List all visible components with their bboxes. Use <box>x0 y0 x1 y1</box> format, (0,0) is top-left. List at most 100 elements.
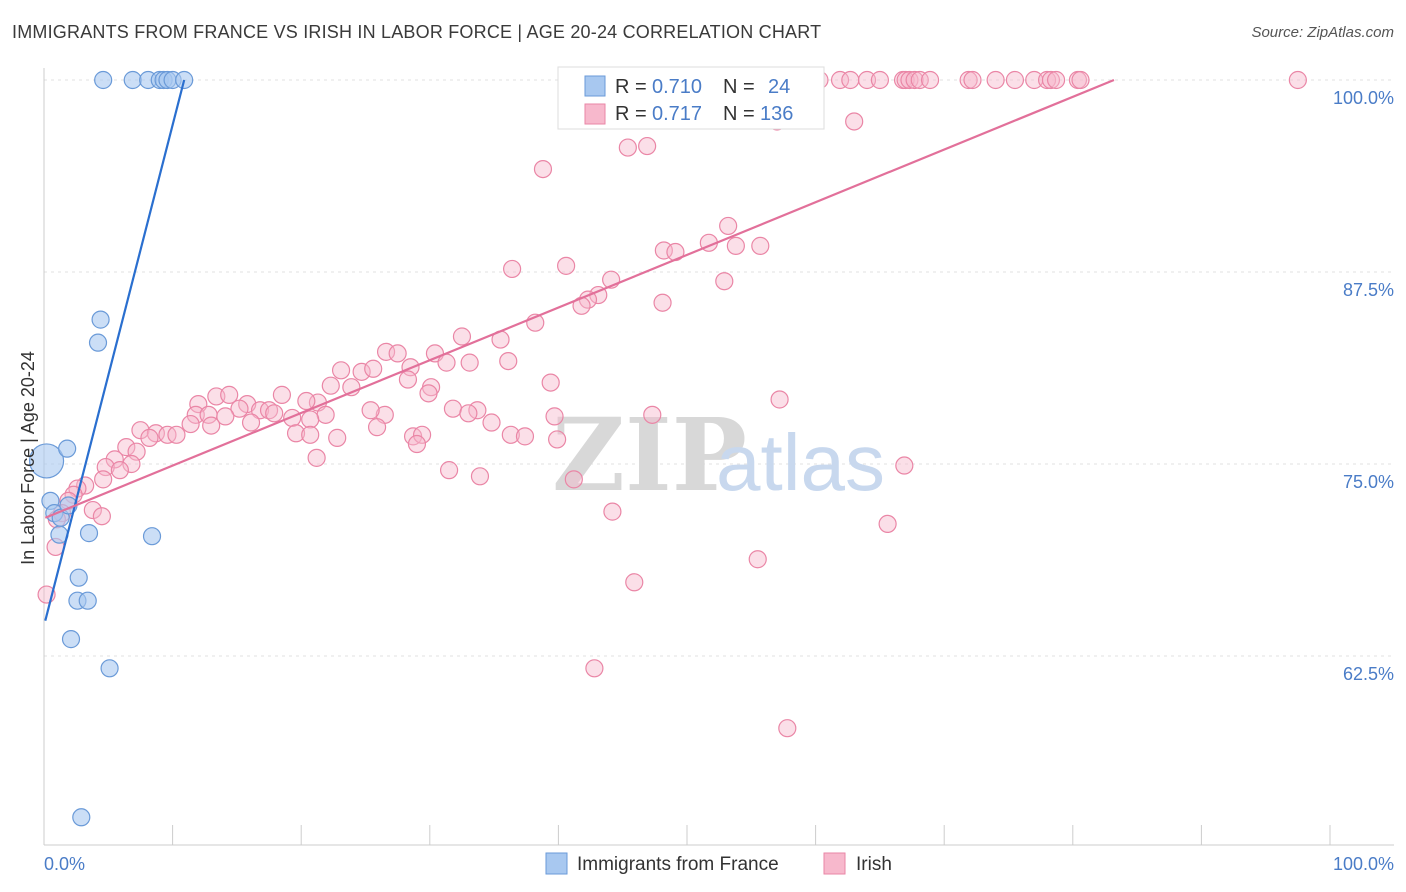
point-irish-92 <box>367 418 387 437</box>
legend-swatch-irish <box>584 103 606 125</box>
point-irish-91 <box>301 410 320 429</box>
point-irish-87 <box>216 407 235 426</box>
point-irish-108 <box>501 425 520 444</box>
point-irish-20 <box>986 70 1005 90</box>
point-irish-90 <box>241 413 261 432</box>
point-irish-132 <box>603 502 622 521</box>
point-irish-112 <box>117 438 136 457</box>
legend-n-value-france: 24 <box>768 76 790 98</box>
point-irish-35 <box>719 216 738 236</box>
point-irish-101 <box>167 425 186 444</box>
point-france-11 <box>58 439 77 458</box>
point-irish-59 <box>352 362 371 381</box>
trend-line-france <box>44 79 186 621</box>
point-irish-83 <box>297 391 316 411</box>
point-irish-21 <box>1005 70 1025 90</box>
point-irish-53 <box>376 342 396 361</box>
point-irish-17 <box>920 70 940 90</box>
series-swatch-france <box>545 852 568 875</box>
stats-legend: R = 0.710 N = 24 R = 0.717 N = 136 <box>557 66 825 130</box>
chart-title: IMMIGRANTS FROM FRANCE VS IRISH IN LABOR… <box>12 22 822 42</box>
point-irish-110 <box>548 430 567 449</box>
point-irish-122 <box>895 456 914 475</box>
point-irish-54 <box>388 344 407 363</box>
point-irish-58 <box>331 361 351 380</box>
point-france-18 <box>142 527 162 546</box>
point-irish-133 <box>878 514 897 534</box>
point-irish-136 <box>625 573 644 592</box>
point-irish-116 <box>122 454 141 474</box>
series-swatch-irish <box>823 852 846 875</box>
point-irish-28 <box>1288 70 1307 90</box>
y-tick-labels: 100.0% 87.5% 75.0% 62.5% <box>1333 88 1394 684</box>
legend-r-label-irish: R = <box>615 103 647 125</box>
point-irish-89 <box>202 416 221 435</box>
point-france-24 <box>72 808 91 827</box>
point-irish-139 <box>778 719 797 738</box>
point-irish-103 <box>286 424 306 443</box>
point-irish-76 <box>220 385 239 404</box>
point-irish-119 <box>439 461 459 480</box>
point-irish-135 <box>748 550 767 569</box>
gridlines <box>44 79 1394 657</box>
point-irish-97 <box>770 390 789 409</box>
point-irish-105 <box>328 428 347 447</box>
point-irish-8 <box>830 70 850 90</box>
point-france-22 <box>61 630 81 649</box>
point-irish-60 <box>364 359 383 378</box>
point-irish-94 <box>482 413 501 432</box>
point-france-10 <box>28 443 65 479</box>
point-irish-56 <box>460 353 479 372</box>
point-irish-95 <box>545 407 564 426</box>
point-irish-41 <box>503 259 522 279</box>
point-irish-123 <box>94 470 113 489</box>
y-tick-label-0: 100.0% <box>1333 88 1394 108</box>
series-label-irish: Irish <box>856 854 892 875</box>
y-tick-label-2: 75.0% <box>1343 472 1394 492</box>
trend-line-irish <box>44 78 1115 519</box>
point-france-1 <box>123 70 142 90</box>
point-irish-10 <box>857 70 877 90</box>
point-irish-24 <box>1041 70 1061 90</box>
legend-swatch-france <box>584 75 606 97</box>
point-irish-88 <box>181 414 200 434</box>
point-irish-50 <box>452 327 472 346</box>
point-irish-34 <box>533 159 553 179</box>
point-irish-128 <box>83 500 102 520</box>
point-irish-104 <box>301 425 320 444</box>
point-irish-57 <box>499 351 518 371</box>
point-irish-121 <box>564 470 583 489</box>
point-irish-11 <box>870 70 890 90</box>
y-axis-label: In Labor Force | Age 20-24 <box>18 351 38 565</box>
x-axis-ticks <box>43 825 1331 845</box>
point-irish-96 <box>643 405 662 424</box>
point-irish-138 <box>585 659 604 678</box>
point-irish-9 <box>841 70 860 90</box>
x-tick-label-right: 100.0% <box>1333 854 1394 874</box>
point-irish-25 <box>1046 70 1066 90</box>
point-irish-109 <box>515 427 535 446</box>
point-france-9 <box>88 333 108 352</box>
point-irish-19 <box>963 70 982 90</box>
point-irish-39 <box>654 241 673 260</box>
point-france-23 <box>100 659 119 678</box>
watermark-zip: ZIP <box>552 396 747 514</box>
point-irish-33 <box>638 136 657 156</box>
point-irish-71 <box>419 384 438 403</box>
point-irish-37 <box>751 236 770 255</box>
point-irish-16 <box>910 70 929 90</box>
point-irish-14 <box>900 70 919 90</box>
point-irish-44 <box>715 272 734 291</box>
source-credit: Source: ZipAtlas.com <box>1251 24 1394 41</box>
watermark-atlas: atlas <box>716 418 885 507</box>
point-irish-74 <box>361 401 380 420</box>
point-irish-30 <box>845 112 864 131</box>
point-irish-27 <box>1071 70 1090 90</box>
point-irish-78 <box>230 399 249 418</box>
legend-n-label-france: N = <box>723 76 755 98</box>
point-france-17 <box>79 524 99 543</box>
point-irish-82 <box>283 408 302 428</box>
point-irish-111 <box>407 434 427 454</box>
point-irish-67 <box>272 385 292 404</box>
